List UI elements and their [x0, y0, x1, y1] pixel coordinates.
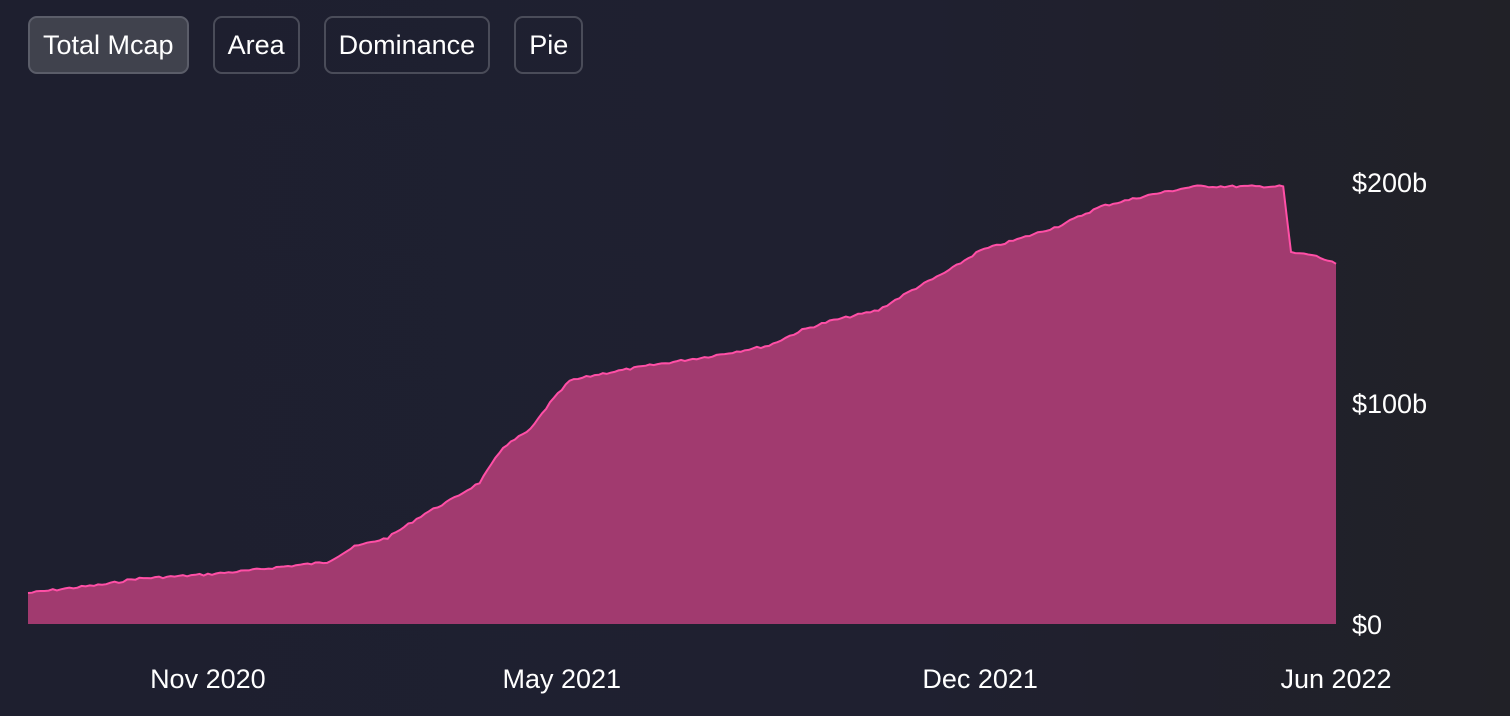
y-tick-label: $200b: [1352, 168, 1427, 198]
x-tick-label: Nov 2020: [150, 664, 266, 694]
y-axis: $0 $100b $200b: [1352, 168, 1427, 640]
y-tick-label: $0: [1352, 610, 1382, 640]
tab-pie[interactable]: Pie: [514, 16, 584, 74]
tab-total-mcap[interactable]: Total Mcap: [28, 16, 189, 74]
x-tick-label: Dec 2021: [922, 664, 1038, 694]
x-tick-label: May 2021: [502, 664, 621, 694]
x-tick-label: Jun 2022: [1280, 664, 1391, 694]
y-tick-label: $100b: [1352, 389, 1427, 419]
tab-area[interactable]: Area: [212, 16, 300, 74]
chart-type-tabs: Total Mcap Area Dominance Pie: [28, 16, 584, 74]
x-axis: Nov 2020 May 2021 Dec 2021 Jun 2022: [150, 664, 1391, 694]
area-series-fill: [28, 185, 1336, 624]
tab-dominance[interactable]: Dominance: [323, 16, 491, 74]
area-series-line: [27, 184, 1337, 594]
